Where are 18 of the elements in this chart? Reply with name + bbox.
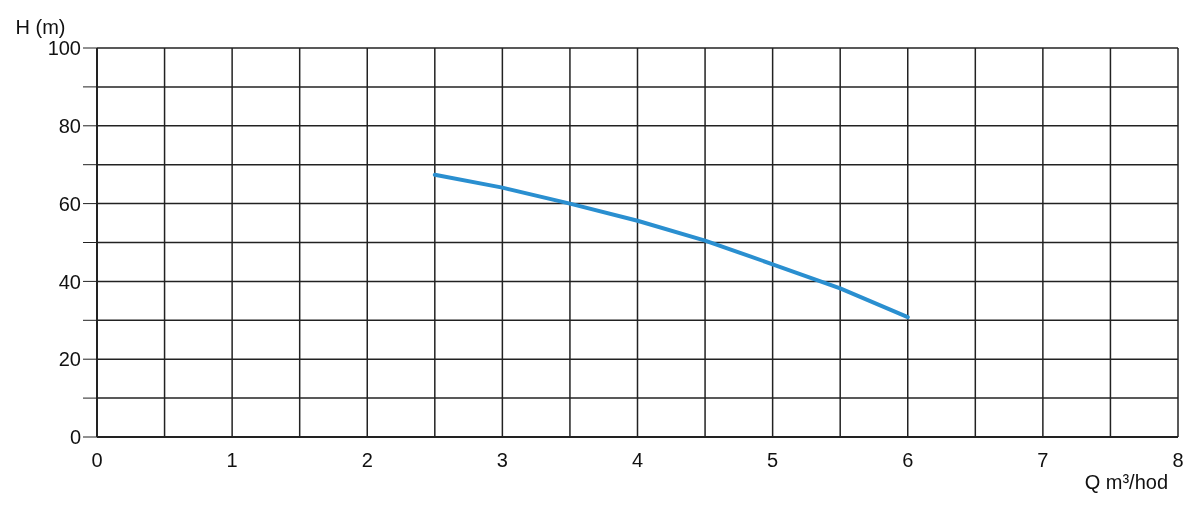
x-tick-label: 1 <box>226 449 238 472</box>
y-tick-label: 40 <box>58 270 81 293</box>
x-tick-label: 5 <box>767 449 779 472</box>
x-tick-label: 2 <box>361 449 373 472</box>
line-series <box>432 172 910 320</box>
x-tick-label: 0 <box>91 449 103 472</box>
x-tick-label: 6 <box>902 449 914 472</box>
x-axis-title: Q m³/hod <box>1084 471 1168 493</box>
y-tick-label: 0 <box>69 426 81 449</box>
y-tick-label: 80 <box>58 114 81 137</box>
x-tick-label: 4 <box>631 449 644 472</box>
x-tick-label: 3 <box>496 449 508 472</box>
y-axis-title: H (m) <box>15 16 66 38</box>
y-tick-label: 100 <box>47 37 81 60</box>
x-tick-label: 7 <box>1037 449 1049 472</box>
y-tick-label: 60 <box>58 192 81 215</box>
y-tick-label: 20 <box>58 348 81 371</box>
x-tick-label: 8 <box>1172 449 1184 472</box>
